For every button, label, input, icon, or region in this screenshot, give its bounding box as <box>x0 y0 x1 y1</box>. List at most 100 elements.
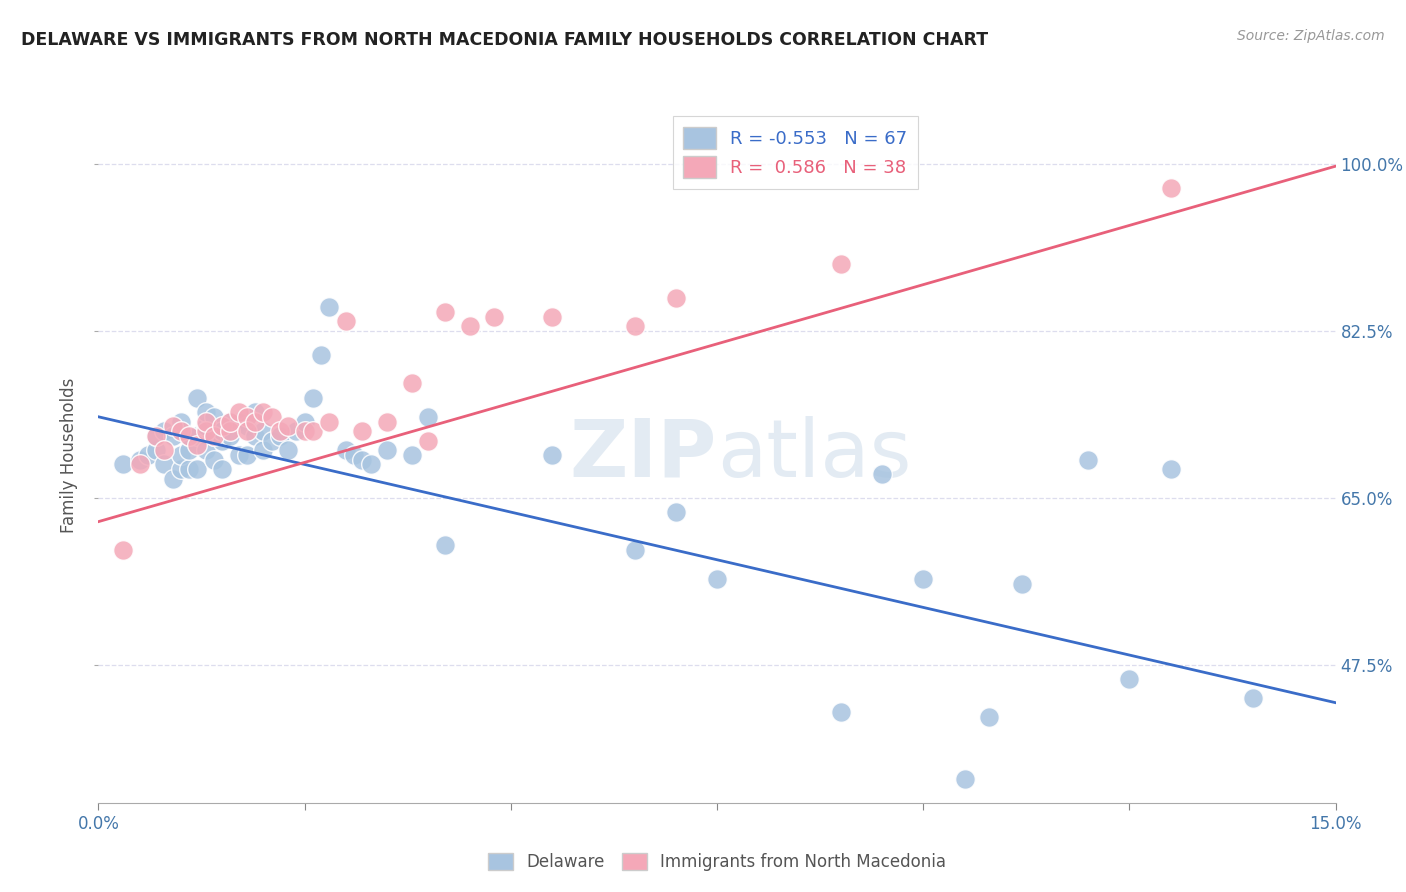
Point <box>170 415 193 429</box>
Point <box>219 429 242 443</box>
Point <box>194 405 217 419</box>
Point <box>623 319 645 334</box>
Point <box>352 424 374 438</box>
Point <box>706 572 728 586</box>
Point <box>194 419 217 434</box>
Point <box>401 376 423 391</box>
Point <box>318 300 340 314</box>
Point <box>541 310 564 324</box>
Point <box>335 443 357 458</box>
Point <box>418 409 440 424</box>
Point <box>228 415 250 429</box>
Point <box>170 424 193 438</box>
Point <box>830 257 852 271</box>
Point <box>285 424 308 438</box>
Point <box>219 415 242 429</box>
Point <box>830 705 852 719</box>
Point <box>211 462 233 476</box>
Point <box>318 415 340 429</box>
Point <box>294 424 316 438</box>
Point <box>179 429 201 443</box>
Point <box>112 458 135 472</box>
Point <box>162 429 184 443</box>
Point <box>186 429 208 443</box>
Point <box>665 291 688 305</box>
Point <box>145 429 167 443</box>
Point <box>302 391 325 405</box>
Point <box>277 443 299 458</box>
Point <box>128 458 150 472</box>
Y-axis label: Family Households: Family Households <box>60 377 79 533</box>
Point <box>153 443 176 458</box>
Point <box>252 443 274 458</box>
Point <box>352 452 374 467</box>
Point <box>1011 576 1033 591</box>
Point <box>236 409 259 424</box>
Point <box>170 448 193 462</box>
Point <box>219 424 242 438</box>
Legend: Delaware, Immigrants from North Macedonia: Delaware, Immigrants from North Macedoni… <box>481 847 953 878</box>
Point <box>153 458 176 472</box>
Point <box>623 543 645 558</box>
Text: atlas: atlas <box>717 416 911 494</box>
Point <box>153 424 176 438</box>
Point <box>194 415 217 429</box>
Point <box>343 448 366 462</box>
Point <box>145 443 167 458</box>
Point <box>375 443 398 458</box>
Point <box>202 452 225 467</box>
Point <box>252 424 274 438</box>
Point <box>484 310 506 324</box>
Point <box>211 419 233 434</box>
Point <box>541 448 564 462</box>
Point <box>202 409 225 424</box>
Text: DELAWARE VS IMMIGRANTS FROM NORTH MACEDONIA FAMILY HOUSEHOLDS CORRELATION CHART: DELAWARE VS IMMIGRANTS FROM NORTH MACEDO… <box>21 31 988 49</box>
Point <box>145 429 167 443</box>
Point <box>179 443 201 458</box>
Point <box>294 415 316 429</box>
Point <box>186 391 208 405</box>
Point <box>179 429 201 443</box>
Point <box>277 419 299 434</box>
Point <box>912 572 935 586</box>
Point <box>260 409 283 424</box>
Point <box>194 424 217 438</box>
Point <box>202 429 225 443</box>
Point <box>219 415 242 429</box>
Point <box>1160 181 1182 195</box>
Point <box>236 448 259 462</box>
Point <box>243 429 266 443</box>
Point <box>194 443 217 458</box>
Point <box>211 434 233 448</box>
Point <box>162 472 184 486</box>
Point <box>136 448 159 462</box>
Point <box>243 415 266 429</box>
Point <box>228 448 250 462</box>
Point <box>953 772 976 786</box>
Point <box>170 462 193 476</box>
Point <box>228 405 250 419</box>
Point <box>401 448 423 462</box>
Point <box>665 505 688 519</box>
Point <box>1160 462 1182 476</box>
Point <box>186 462 208 476</box>
Point <box>202 429 225 443</box>
Point <box>979 710 1001 724</box>
Point <box>211 424 233 438</box>
Point <box>128 452 150 467</box>
Point <box>375 415 398 429</box>
Point <box>269 424 291 438</box>
Text: Source: ZipAtlas.com: Source: ZipAtlas.com <box>1237 29 1385 43</box>
Point <box>360 458 382 472</box>
Point <box>260 434 283 448</box>
Point <box>236 424 259 438</box>
Point <box>309 348 332 362</box>
Point <box>418 434 440 448</box>
Point <box>458 319 481 334</box>
Point <box>243 405 266 419</box>
Point <box>269 429 291 443</box>
Point <box>1241 690 1264 705</box>
Point <box>870 467 893 481</box>
Point <box>302 424 325 438</box>
Point <box>335 314 357 328</box>
